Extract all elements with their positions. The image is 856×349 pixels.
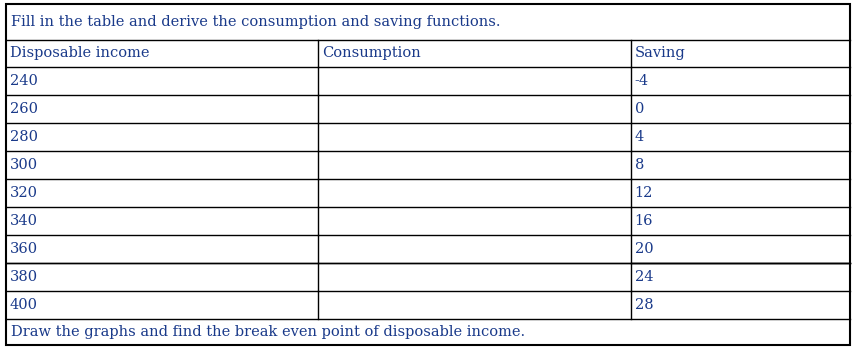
Text: 340: 340 — [10, 214, 38, 228]
Text: 240: 240 — [10, 74, 38, 88]
Text: 24: 24 — [634, 270, 653, 284]
Text: 400: 400 — [10, 298, 38, 312]
Text: 8: 8 — [634, 158, 644, 172]
Text: Draw the graphs and find the break even point of disposable income.: Draw the graphs and find the break even … — [11, 325, 525, 339]
Text: 20: 20 — [634, 242, 653, 256]
Text: 4: 4 — [634, 130, 644, 144]
Text: 16: 16 — [634, 214, 653, 228]
Text: 0: 0 — [634, 102, 644, 116]
Text: -4: -4 — [634, 74, 649, 88]
Text: Fill in the table and derive the consumption and saving functions.: Fill in the table and derive the consump… — [11, 15, 501, 29]
Text: 260: 260 — [10, 102, 38, 116]
Text: 28: 28 — [634, 298, 653, 312]
Text: 280: 280 — [10, 130, 38, 144]
Text: Consumption: Consumption — [322, 46, 421, 60]
Text: Saving: Saving — [634, 46, 686, 60]
Text: 300: 300 — [10, 158, 39, 172]
Text: 320: 320 — [10, 186, 38, 200]
Text: 380: 380 — [10, 270, 39, 284]
Text: Disposable income: Disposable income — [10, 46, 150, 60]
Text: 12: 12 — [634, 186, 653, 200]
Text: 360: 360 — [10, 242, 39, 256]
